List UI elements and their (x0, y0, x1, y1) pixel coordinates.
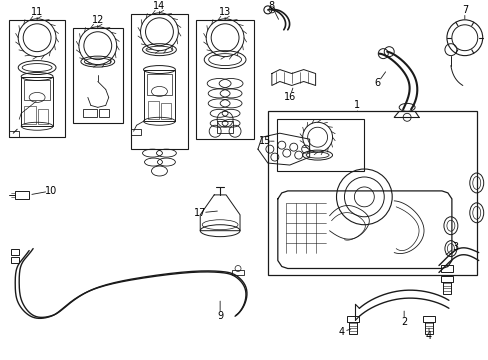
Text: 1: 1 (354, 100, 360, 111)
Bar (130, 129, 140, 135)
Text: 8: 8 (268, 1, 274, 11)
Text: 10: 10 (45, 186, 57, 196)
Bar (82, 109, 97, 117)
Bar (146, 73, 172, 95)
Bar (347, 316, 359, 322)
Bar (38, 109, 48, 124)
Text: 14: 14 (153, 1, 165, 11)
Text: 4: 4 (425, 331, 431, 341)
Text: 9: 9 (217, 311, 223, 321)
Bar (424, 322, 432, 334)
Bar (147, 102, 159, 119)
Bar (349, 322, 357, 334)
Bar (99, 109, 108, 117)
Text: 13: 13 (219, 7, 231, 17)
Text: 7: 7 (461, 5, 467, 15)
Bar (422, 316, 434, 322)
Text: 2: 2 (400, 317, 407, 327)
Bar (196, 20, 253, 139)
Text: 15: 15 (258, 136, 270, 146)
Bar (442, 282, 450, 294)
Bar (440, 276, 452, 282)
Text: 3: 3 (452, 242, 458, 252)
Text: 4: 4 (338, 327, 344, 337)
Bar (24, 81, 50, 100)
Bar (9, 131, 19, 137)
Text: 12: 12 (91, 15, 104, 25)
Bar (217, 121, 233, 133)
Bar (440, 265, 452, 273)
Bar (232, 270, 244, 275)
Bar (24, 106, 36, 124)
Text: 6: 6 (373, 78, 380, 89)
Bar (21, 77, 53, 126)
Bar (15, 191, 29, 199)
Bar (11, 257, 19, 262)
Text: 11: 11 (31, 7, 43, 17)
Bar (267, 111, 476, 275)
Bar (276, 119, 364, 171)
Text: 17: 17 (194, 208, 206, 218)
Bar (11, 249, 19, 255)
Text: 16: 16 (283, 93, 295, 102)
Bar (143, 69, 175, 121)
Bar (73, 28, 122, 123)
Bar (161, 103, 171, 119)
Bar (9, 20, 65, 137)
Bar (130, 14, 188, 149)
